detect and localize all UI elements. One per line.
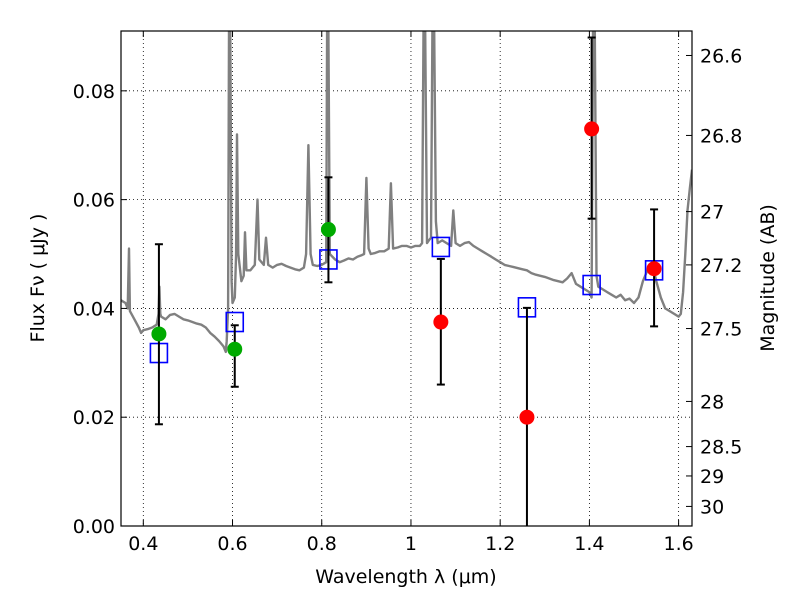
y-tick-label: 0.08 bbox=[73, 81, 115, 103]
right-tick-label: 28.5 bbox=[700, 437, 742, 459]
observed-point-marker bbox=[646, 261, 662, 277]
model-square-marker bbox=[582, 274, 601, 296]
error-bars bbox=[149, 36, 664, 526]
y-axis-label: Flux Fν ( μJy ) bbox=[27, 214, 49, 343]
x-tick-label: 1.2 bbox=[485, 533, 515, 555]
right-tick-label: 27.5 bbox=[700, 319, 742, 341]
plot-background bbox=[121, 31, 692, 526]
right-tick-label: 27 bbox=[700, 202, 724, 224]
x-tick-label: 1.6 bbox=[664, 533, 694, 555]
observed-point-marker bbox=[433, 314, 449, 330]
y-tick-label: 0.02 bbox=[73, 407, 115, 429]
x-tick-label: 1.4 bbox=[574, 533, 604, 555]
model-square-marker bbox=[431, 236, 451, 258]
right-tick-label: 30 bbox=[700, 496, 724, 518]
observed-point-marker bbox=[227, 341, 243, 357]
right-tick-label: 27.2 bbox=[700, 255, 742, 277]
y-tick-label: 0.04 bbox=[73, 298, 115, 320]
right-tick-label: 28 bbox=[700, 391, 724, 413]
right-tick-label: 26.8 bbox=[700, 125, 742, 147]
y-tick-label: 0.06 bbox=[73, 190, 115, 212]
axis-ticks: 0.4 0.6 0.8 1 1.2 1.4 1.6 0.00 0.02 0.04 0.06 0.08 2… bbox=[73, 31, 742, 555]
observed-point-marker bbox=[151, 326, 167, 342]
x-tick-label: 0.8 bbox=[307, 533, 337, 555]
plot-frame bbox=[120, 30, 693, 527]
observed-point-marker bbox=[320, 222, 336, 238]
x-tick-label: 0.4 bbox=[128, 533, 158, 555]
right-tick-label: 26.6 bbox=[700, 45, 742, 67]
grid bbox=[121, 31, 692, 527]
observed-point-marker bbox=[519, 409, 535, 425]
x-axis-label: Wavelength λ (μm) bbox=[315, 566, 496, 588]
y-right-axis-label: Magnitude (AB) bbox=[757, 204, 779, 352]
x-tick-label: 1 bbox=[405, 533, 417, 555]
y-tick-label: 0.00 bbox=[73, 516, 115, 538]
observed-point-marker bbox=[584, 121, 600, 137]
right-tick-label: 29 bbox=[700, 466, 724, 488]
x-tick-label: 0.6 bbox=[217, 533, 247, 555]
